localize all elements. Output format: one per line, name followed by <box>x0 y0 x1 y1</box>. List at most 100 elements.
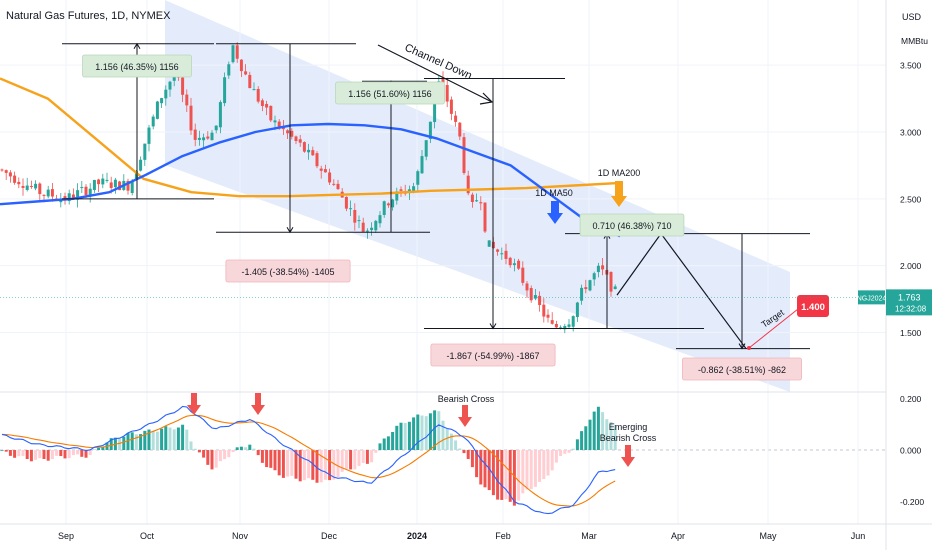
candle-body <box>512 263 516 266</box>
macd-histogram-bar <box>88 450 92 455</box>
candle-body <box>46 189 50 197</box>
candle-body <box>269 105 273 121</box>
channel-arrow-head <box>479 92 494 105</box>
candle-body <box>256 88 260 102</box>
macd-histogram-bar <box>470 450 474 468</box>
macd-histogram-bar <box>559 450 563 456</box>
last-price-value: 1.763 <box>898 292 921 302</box>
macd-histogram-bar <box>508 450 512 502</box>
macd-histogram-bar <box>185 429 189 450</box>
candle-body <box>370 227 374 231</box>
macd-histogram-bar <box>76 450 80 455</box>
macd-histogram-bar <box>487 450 491 491</box>
candle-body <box>265 103 269 108</box>
macd-histogram-bar <box>193 448 197 450</box>
candle-body <box>496 249 500 252</box>
macd-tick-label: 0.200 <box>900 394 922 404</box>
macd-histogram-bar <box>63 450 67 459</box>
candle-body <box>416 171 420 185</box>
macd-histogram-bar <box>424 416 428 450</box>
macd-histogram-bar <box>332 450 336 480</box>
macd-histogram-bar <box>21 450 25 456</box>
target-connector <box>748 308 799 349</box>
macd-histogram-bar <box>475 450 479 478</box>
candle-body <box>466 175 470 194</box>
candle-body <box>168 81 172 90</box>
candle-body <box>323 169 327 173</box>
macd-histogram-bar <box>67 450 71 459</box>
ma200-label: 1D MA200 <box>598 168 641 178</box>
ma50-line <box>0 122 621 238</box>
candle-body <box>50 189 54 197</box>
candle-body <box>357 220 361 222</box>
macd-histogram-bar <box>395 425 399 450</box>
macd-histogram-bar <box>4 450 8 452</box>
axes[interactable]: 3.500 3.000 2.500 2.000 1.500 0.200 0.000 -0.20… <box>58 61 932 541</box>
macd-histogram-bar <box>260 450 264 463</box>
candle-body <box>139 159 143 171</box>
candle-body <box>596 265 600 273</box>
macd-histogram-bar <box>416 414 420 450</box>
macd-histogram-bar <box>8 450 12 456</box>
macd-histogram-bar <box>17 450 21 457</box>
symbol-badge <box>858 290 885 305</box>
macd-histogram-bar <box>533 450 537 487</box>
macd-histogram-bar <box>244 447 248 450</box>
measure-arrow-head <box>133 42 141 50</box>
macd-histogram-bar <box>357 450 361 466</box>
macd-histogram-bar <box>386 436 390 450</box>
candle-body <box>386 203 390 206</box>
macd-histogram-bar <box>588 419 592 450</box>
macd-histogram-bar <box>391 432 395 450</box>
macd-histogram-bar <box>370 450 374 463</box>
macd-histogram-bar <box>197 450 201 453</box>
currency-label[interactable]: USD <box>902 12 922 22</box>
macd-histogram-bar <box>181 424 185 450</box>
candle-body <box>588 280 592 291</box>
candle-body <box>235 45 239 59</box>
macd-histogram-bar <box>218 450 222 462</box>
time-tick-label: Nov <box>232 531 249 541</box>
candle-body <box>197 137 201 140</box>
candle-body <box>391 199 395 208</box>
candle-body <box>601 265 605 270</box>
candle-body <box>382 201 386 215</box>
macd-histogram-bar <box>302 450 306 481</box>
candle-body <box>374 220 378 231</box>
emerging-label-line2: Bearish Cross <box>600 433 657 443</box>
macd-histogram-bar <box>584 426 588 450</box>
time-tick-label: 2024 <box>407 531 427 541</box>
macd-histogram-bar <box>281 450 285 478</box>
time-tick-label: Feb <box>495 531 511 541</box>
macd-histogram-bar <box>223 450 227 460</box>
candle-body <box>4 170 8 173</box>
candle-body <box>160 98 164 104</box>
macd-histogram-bar <box>206 450 210 465</box>
macd-histogram-bar <box>42 450 46 460</box>
candle-body <box>151 116 155 127</box>
time-tick-label: Dec <box>321 531 338 541</box>
price-tick-label: 3.000 <box>900 128 922 138</box>
macd-histogram-bar <box>605 419 609 450</box>
measurement-tools: 1.156 (46.35%) 1156 1.156 (51.60%) 1156 0.… <box>62 42 810 381</box>
candle-body <box>130 180 134 194</box>
candle-body <box>113 179 117 188</box>
macd-histogram-bar <box>538 450 542 482</box>
candle-body <box>193 129 197 140</box>
unit-label[interactable]: MMBtu <box>901 36 928 46</box>
macd-histogram-bar <box>50 450 54 459</box>
candle-body <box>273 120 277 123</box>
macd-histogram-bar <box>344 450 348 469</box>
macd-histogram-bar <box>491 450 495 496</box>
bearish-arrow-icon <box>187 393 201 415</box>
candle-body <box>286 130 290 134</box>
countdown-value: 12:32:08 <box>895 304 927 313</box>
candle-body <box>38 183 42 195</box>
macd-histogram-bar <box>571 448 575 450</box>
macd-histogram-bar <box>92 449 96 451</box>
candle-body <box>487 240 491 247</box>
candle-body <box>613 286 617 290</box>
macd-histogram-bar <box>307 450 311 479</box>
candle-body <box>609 271 613 292</box>
candle-body <box>206 136 210 139</box>
